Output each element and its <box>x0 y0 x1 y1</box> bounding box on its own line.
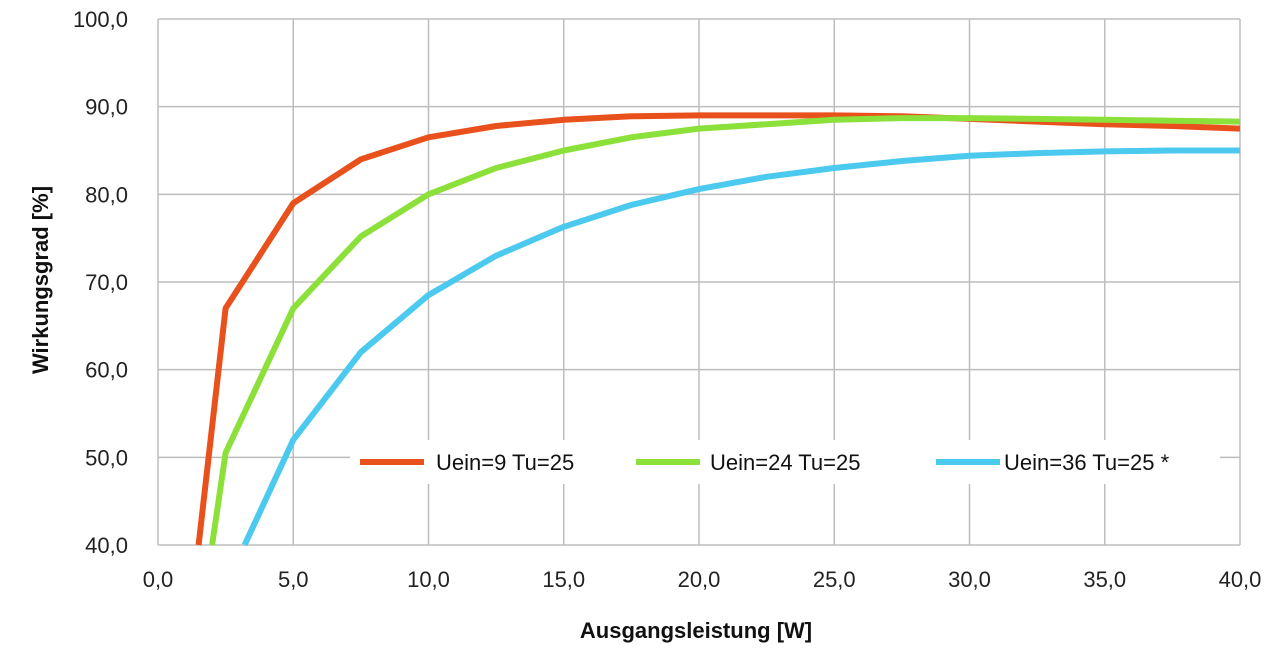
legend-label-1: Uein=9 Tu=25 <box>436 450 574 475</box>
x-tick-label: 40,0 <box>1219 567 1262 592</box>
y-tick-label: 50,0 <box>85 445 128 470</box>
x-tick-label: 15,0 <box>542 567 585 592</box>
series-line-3 <box>241 147 1240 547</box>
y-tick-label: 60,0 <box>85 358 128 383</box>
grid <box>157 18 1241 546</box>
y-axis-ticks: 40,0 50,0 60,0 70,0 80,0 90,0 100,0 <box>73 7 128 558</box>
series-line-1 <box>195 112 1240 546</box>
x-tick-label: 25,0 <box>813 567 856 592</box>
x-tick-label: 30,0 <box>948 567 991 592</box>
y-axis-title: Wirkungsgrad [%] <box>28 186 53 374</box>
x-tick-label: 10,0 <box>407 567 450 592</box>
y-tick-label: 100,0 <box>73 7 128 32</box>
series-lines <box>195 112 1240 547</box>
x-tick-label: 20,0 <box>678 567 721 592</box>
legend-label-2: Uein=24 Tu=25 <box>710 450 860 475</box>
y-tick-label: 80,0 <box>85 182 128 207</box>
series-line-2 <box>209 115 1240 546</box>
y-tick-label: 40,0 <box>85 533 128 558</box>
x-tick-label: 0,0 <box>143 567 174 592</box>
legend: Uein=9 Tu=25 Uein=24 Tu=25 Uein=36 Tu=25 * <box>350 440 1220 484</box>
y-tick-label: 70,0 <box>85 270 128 295</box>
y-tick-label: 90,0 <box>85 95 128 120</box>
legend-label-3: Uein=36 Tu=25 * <box>1004 450 1170 475</box>
x-axis-title: Ausgangsleistung [W] <box>580 618 812 643</box>
x-tick-label: 5,0 <box>278 567 309 592</box>
x-axis-ticks: 0,0 5,0 10,0 15,0 20,0 25,0 30,0 35,0 40,0 <box>143 567 1262 592</box>
legend-background <box>350 440 1220 484</box>
x-tick-label: 35,0 <box>1083 567 1126 592</box>
